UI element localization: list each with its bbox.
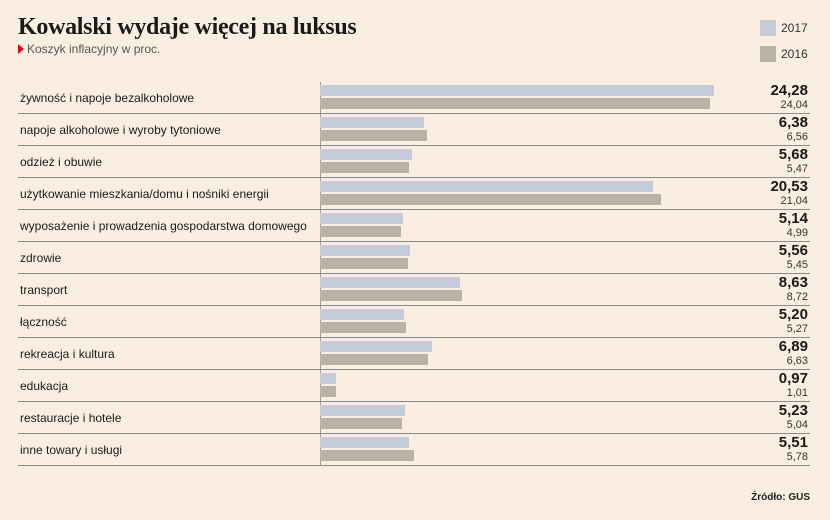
value-label-2017: 24,28 (770, 82, 808, 99)
value-label-2016: 21,04 (780, 195, 808, 207)
bar-2016 (320, 450, 414, 461)
row-divider (18, 337, 810, 338)
bar-2016 (320, 354, 428, 365)
subtitle-text: Koszyk inflacyjny w proc. (27, 42, 161, 56)
row-divider (18, 305, 810, 306)
value-label-2017: 8,63 (778, 274, 808, 291)
value-label-2016: 5,45 (786, 259, 808, 271)
category-label: napoje alkoholowe i wyroby tytoniowe (20, 123, 221, 137)
bar-2016 (320, 98, 711, 109)
bar-2017 (320, 341, 432, 352)
row-divider (18, 241, 810, 242)
row-divider (18, 369, 810, 370)
category-label: restauracje i hotele (20, 411, 122, 425)
category-label: edukacja (20, 379, 69, 393)
legend-swatch-2017 (760, 20, 776, 36)
value-label-2017: 6,89 (778, 338, 808, 355)
value-label-2017: 5,14 (778, 210, 808, 227)
bar-2017 (320, 117, 424, 128)
chart-row: wyposażenie i prowadzenia gospodarstwa d… (18, 210, 810, 242)
bar-2017 (320, 213, 404, 224)
chart-subtitle: Koszyk inflacyjny w proc. (18, 42, 160, 56)
value-label-2016: 6,63 (786, 355, 808, 367)
bar-2017 (320, 181, 654, 192)
category-label: żywność i napoje bezalkoholowe (20, 91, 195, 105)
row-divider (18, 401, 810, 402)
row-divider (18, 113, 810, 114)
bar-2016 (320, 130, 427, 141)
value-label-2016: 8,72 (786, 291, 808, 303)
bar-2016 (320, 162, 409, 173)
value-label-2017: 5,23 (778, 402, 808, 419)
legend-swatch-2016 (760, 46, 776, 62)
category-label: zdrowie (20, 251, 62, 265)
row-divider (18, 145, 810, 146)
value-label-2016: 5,04 (786, 419, 808, 431)
bar-2017 (320, 437, 410, 448)
value-label-2016: 5,27 (786, 323, 808, 335)
row-divider (18, 465, 810, 466)
value-label-2017: 20,53 (770, 178, 808, 195)
bar-2017 (320, 309, 405, 320)
value-label-2017: 5,51 (778, 434, 808, 451)
bar-2017 (320, 245, 411, 256)
chart-row: odzież i obuwie 5,68 5,47 (18, 146, 810, 178)
chart-row: restauracje i hotele 5,23 5,04 (18, 402, 810, 434)
row-divider (18, 209, 810, 210)
source-note: Źródło: GUS (751, 492, 810, 503)
category-label: odzież i obuwie (20, 155, 103, 169)
value-label-2016: 4,99 (786, 227, 808, 239)
category-label: rekreacja i kultura (20, 347, 115, 361)
category-label: wyposażenie i prowadzenia gospodarstwa d… (20, 219, 307, 233)
value-label-2016: 1,01 (786, 387, 808, 399)
bar-2016 (320, 322, 406, 333)
bar-2017 (320, 405, 405, 416)
value-label-2017: 0,97 (778, 370, 808, 387)
legend-label-2017: 2017 (781, 21, 808, 35)
legend-label-2016: 2016 (781, 47, 808, 61)
value-label-2016: 24,04 (780, 99, 808, 111)
bar-2016 (320, 226, 401, 237)
triangle-marker-icon (18, 44, 24, 54)
value-label-2017: 5,56 (778, 242, 808, 259)
chart-row: edukacja 0,97 1,01 (18, 370, 810, 402)
category-label: transport (20, 283, 68, 297)
bar-2016 (320, 418, 402, 429)
chart-row: rekreacja i kultura 6,89 6,63 (18, 338, 810, 370)
category-label: inne towary i usługi (20, 443, 123, 457)
value-label-2017: 6,38 (778, 114, 808, 131)
bar-2017 (320, 277, 460, 288)
row-divider (18, 273, 810, 274)
bar-2017 (320, 373, 336, 384)
value-label-2017: 5,68 (778, 146, 808, 163)
row-divider (18, 177, 810, 178)
chart-row: użytkowanie mieszkania/domu i nośniki en… (18, 178, 810, 210)
chart-title: Kowalski wydaje więcej na luksus (18, 14, 357, 40)
chart-row: transport 8,63 8,72 (18, 274, 810, 306)
category-label: łączność (20, 315, 67, 329)
value-label-2017: 5,20 (778, 306, 808, 323)
category-label: użytkowanie mieszkania/domu i nośniki en… (20, 187, 269, 201)
value-label-2016: 6,56 (786, 131, 808, 143)
bar-2016 (320, 290, 462, 301)
bar-2016 (320, 386, 337, 397)
bar-2017 (320, 149, 413, 160)
bar-2017 (320, 85, 714, 96)
value-label-2016: 5,47 (786, 163, 808, 175)
chart-row: inne towary i usługi 5,51 5,78 (18, 434, 810, 466)
bar-2016 (320, 258, 409, 269)
bar-2016 (320, 194, 662, 205)
value-label-2016: 5,78 (786, 451, 808, 463)
chart-row: napoje alkoholowe i wyroby tytoniowe 6,38… (18, 114, 810, 146)
chart-row: zdrowie 5,56 5,45 (18, 242, 810, 274)
chart-row: łączność 5,20 5,27 (18, 306, 810, 338)
chart-row: żywność i napoje bezalkoholowe 24,28 24,04 (18, 82, 810, 114)
row-divider (18, 433, 810, 434)
